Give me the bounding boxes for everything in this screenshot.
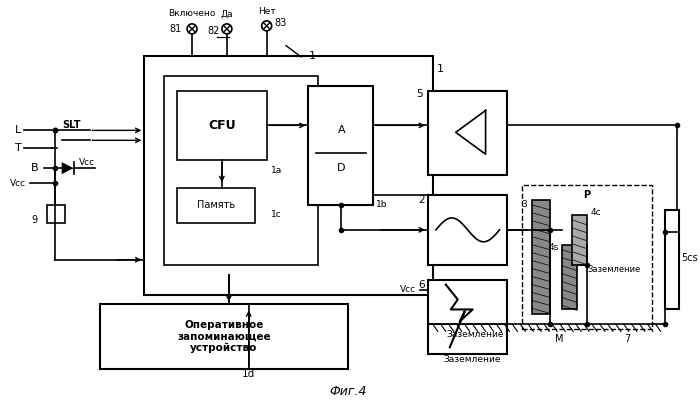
Bar	[144, 56, 433, 295]
Text: 1b: 1b	[376, 200, 388, 210]
Bar	[309, 85, 373, 205]
Text: 4s: 4s	[549, 243, 559, 252]
Text: SLT: SLT	[62, 120, 81, 131]
Text: B: B	[31, 163, 38, 173]
Text: 9: 9	[32, 215, 38, 225]
Text: 1: 1	[437, 64, 444, 74]
Bar	[47, 205, 64, 223]
Text: 82: 82	[207, 26, 220, 36]
Bar	[177, 91, 267, 160]
Text: L: L	[15, 125, 21, 135]
Text: Заземление: Заземление	[587, 265, 640, 274]
Text: 83: 83	[274, 18, 287, 28]
Bar	[164, 76, 318, 265]
Text: Фиг.4: Фиг.4	[330, 384, 367, 398]
Text: 81: 81	[170, 24, 182, 34]
Text: P: P	[584, 190, 591, 200]
Text: Нет: Нет	[258, 7, 276, 17]
Bar	[177, 188, 255, 223]
Text: Заземление: Заземление	[447, 330, 505, 339]
Bar	[428, 195, 508, 265]
Bar	[428, 91, 508, 175]
Text: 1c: 1c	[271, 210, 281, 219]
Text: Оперативное
запоминающее
устройство: Оперативное запоминающее устройство	[177, 320, 271, 353]
Bar	[562, 245, 577, 310]
Bar	[522, 185, 652, 329]
Text: CFU: CFU	[208, 119, 236, 132]
Text: 4c: 4c	[590, 208, 601, 218]
Text: 3: 3	[522, 200, 527, 209]
Text: M: M	[555, 334, 564, 344]
Text: 6: 6	[419, 280, 425, 290]
Bar	[428, 280, 508, 354]
Bar	[533, 200, 550, 314]
Text: D: D	[337, 163, 346, 173]
Text: Память: Память	[197, 200, 235, 210]
Text: Включено: Включено	[169, 9, 216, 19]
Text: A: A	[337, 125, 345, 135]
Bar	[572, 215, 587, 265]
Text: 1: 1	[309, 51, 316, 61]
Bar	[99, 305, 349, 369]
Text: 5cs: 5cs	[682, 253, 699, 263]
Text: 1d: 1d	[242, 369, 256, 379]
Text: Заземление: Заземление	[444, 355, 501, 364]
Bar	[665, 210, 678, 310]
Text: Vcc: Vcc	[78, 158, 95, 167]
Text: Vcc: Vcc	[400, 285, 416, 294]
Text: T: T	[15, 143, 21, 153]
Text: 1a: 1a	[271, 166, 282, 174]
Text: 5: 5	[416, 89, 423, 99]
Text: Да: Да	[220, 9, 233, 19]
Text: 7: 7	[624, 334, 630, 344]
Text: Vcc: Vcc	[10, 179, 26, 187]
Polygon shape	[62, 162, 74, 174]
Text: 2: 2	[419, 195, 425, 205]
